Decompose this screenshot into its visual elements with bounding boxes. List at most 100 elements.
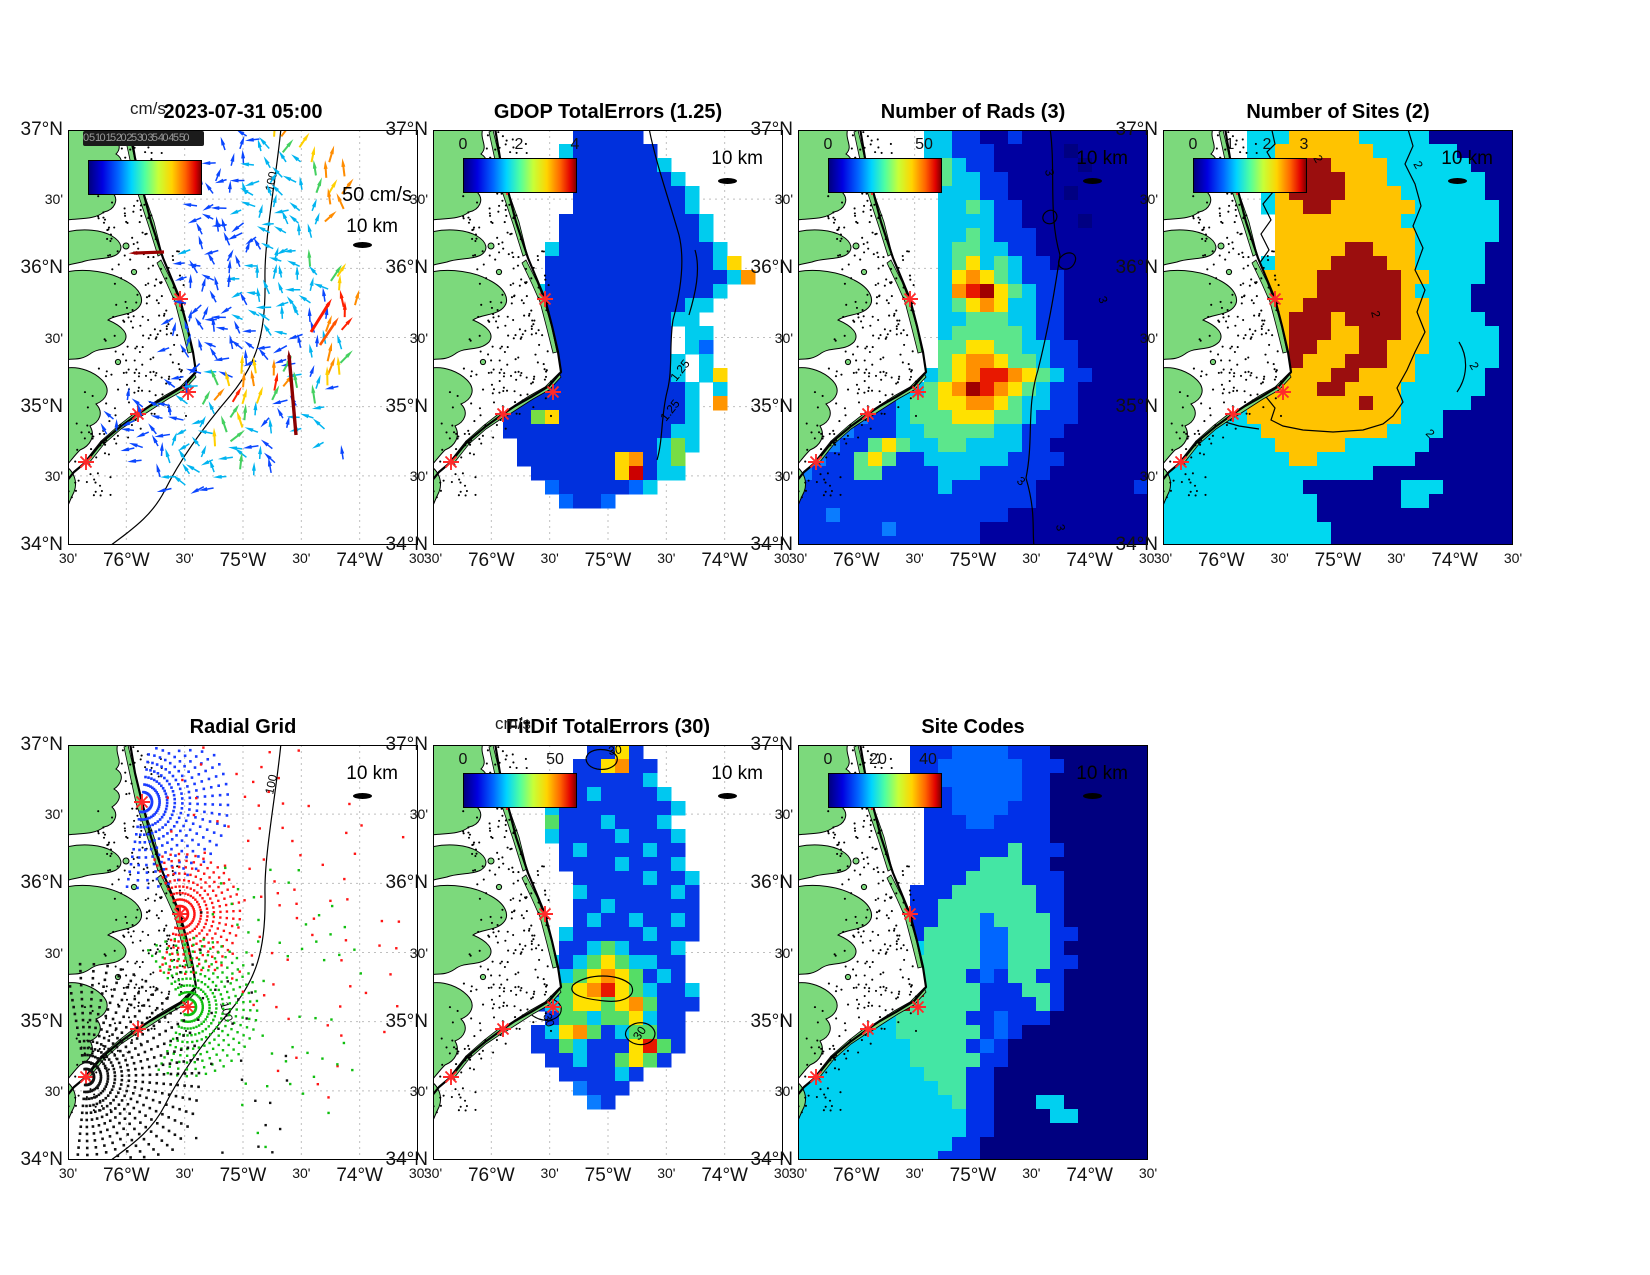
coast-speckles [798, 131, 918, 499]
colorbar [828, 773, 942, 808]
y-axis-tick: 36°N [385, 257, 428, 279]
y-axis-tick: 30' [44, 1082, 63, 1099]
y-axis-tick: 35°N [750, 1010, 793, 1032]
contour-label: 30 [607, 745, 622, 758]
panel-title: FitDif TotalErrors (30) [505, 716, 711, 738]
y-axis-tick: 34°N [750, 534, 793, 555]
scale-bar [718, 793, 737, 799]
scale-bar [718, 178, 737, 184]
map-site-codes [798, 745, 1148, 1160]
y-axis-tick: 37°N [750, 734, 793, 755]
colorbar-units-label: cm/s [495, 714, 531, 733]
x-axis-tick: 30' [905, 550, 924, 566]
panel-radial-grid: Radial Grid 100 100 10 km 37°N 30' 36°N 30'… [21, 716, 428, 1186]
x-axis-tick: 74°W [701, 1165, 748, 1186]
coast-speckles [433, 746, 553, 1114]
colorbar [463, 773, 577, 808]
y-axis-tick: 37°N [750, 119, 793, 140]
y-axis-tick: 34°N [1115, 534, 1158, 555]
x-axis-tick: 75°W [584, 1165, 632, 1186]
y-axis-tick: 34°N [750, 1149, 793, 1170]
y-axis-tick: 34°N [20, 1149, 63, 1170]
y-axis-tick: 30' [1139, 467, 1158, 484]
y-axis-tick: 37°N [385, 734, 428, 755]
scale-bar-label: 10 km [1441, 148, 1493, 169]
radial-grid-points [68, 746, 405, 1159]
panel-title: Site Codes [921, 716, 1025, 738]
scale-bar-label: 10 km [711, 763, 763, 784]
x-axis-tick: 30' [657, 550, 676, 566]
x-axis-tick: 30' [657, 1165, 676, 1181]
y-axis-tick: 30' [409, 806, 428, 823]
colorbar-tick: 4 [570, 136, 580, 153]
scale-bar [353, 793, 372, 799]
y-axis-tick: 30' [1139, 329, 1158, 346]
colorbar-tick: 0 [458, 751, 468, 768]
x-axis-tick: 30' [1138, 550, 1158, 566]
isobath-label: 100 [217, 1000, 236, 1023]
x-axis-tick: 74°W [701, 550, 748, 571]
panel-title: Number of Rads (3) [880, 101, 1066, 123]
x-axis-tick: 30' [788, 550, 808, 566]
x-axis-tick: 30' [175, 1165, 194, 1181]
scale-bar [1083, 178, 1102, 184]
current-vectors [100, 130, 360, 494]
x-axis-tick: 30' [1138, 1165, 1158, 1181]
y-axis-tick: 30' [44, 944, 63, 961]
y-axis-tick: 36°N [750, 257, 793, 279]
contour-label: 3 [1042, 168, 1057, 177]
y-axis-tick: 30' [409, 944, 428, 961]
x-axis-tick: 30' [773, 1165, 793, 1181]
y-axis-tick: 35°N [750, 395, 793, 417]
colorbar-tick: 1 [1225, 136, 1235, 153]
coast-speckles [433, 131, 553, 499]
y-axis-tick: 36°N [20, 257, 63, 279]
x-axis-tick: 30' [408, 550, 428, 566]
y-axis-tick: 36°N [20, 872, 63, 894]
map-fitdif: 30 30 30 [433, 745, 783, 1160]
scale-bar-label: 10 km [346, 216, 398, 237]
colorbar-tick: 0 [1188, 136, 1198, 153]
x-axis-tick: 30' [423, 550, 443, 566]
colorbar-tick: 0 [823, 136, 833, 153]
panel-number-of-rads: Number of Rads (3) 3 3 3 3 0 50 10 km 37… [751, 101, 1158, 571]
x-axis-tick: 30' [292, 550, 311, 566]
x-axis-tick: 30' [58, 550, 78, 566]
y-axis-tick: 30' [774, 329, 793, 346]
x-axis-tick: 75°W [219, 550, 267, 571]
y-axis-tick: 30' [774, 191, 793, 208]
scale-bar-label: 10 km [346, 763, 398, 784]
site-codes-heatmap [798, 745, 1148, 1160]
colorbar-tick: 50 [915, 136, 933, 153]
x-axis-tick: 75°W [949, 550, 997, 571]
x-axis-tick: 75°W [949, 1165, 997, 1186]
x-axis-tick: 76°W [102, 550, 150, 571]
y-axis-tick: 36°N [750, 872, 793, 894]
x-axis-tick: 74°W [336, 1165, 383, 1186]
panel-title: GDOP TotalErrors (1.25) [493, 101, 723, 123]
reference-vector-label: 50 cm/s [341, 184, 412, 206]
colorbar-tick: 3 [1299, 136, 1309, 153]
colorbar [1193, 158, 1307, 193]
x-axis-tick: 30' [1022, 550, 1041, 566]
y-axis-tick: 30' [409, 1082, 428, 1099]
contour-label: 30 [540, 1012, 558, 1029]
rads-heatmap [798, 130, 1148, 545]
y-axis-tick: 30' [44, 806, 63, 823]
y-axis-tick: 37°N [1115, 119, 1158, 140]
map-surface-currents: 100 [68, 130, 418, 545]
x-axis-tick: 30' [292, 1165, 311, 1181]
y-axis-tick: 30' [774, 467, 793, 484]
panel-gdop: GDOP TotalErrors (1.25) 1.25 1.25 0 2 4 … [386, 101, 793, 571]
x-axis-tick: 30' [1153, 550, 1173, 566]
contour-label: 3 [1053, 523, 1068, 532]
y-axis-tick: 35°N [20, 395, 63, 417]
map-gdop: 1.25 1.25 [433, 130, 783, 545]
y-axis-tick: 36°N [1115, 257, 1158, 279]
x-axis-tick: 30' [905, 1165, 924, 1181]
colorbar-tick: 0 [458, 136, 468, 153]
x-axis-tick: 30' [1022, 1165, 1041, 1181]
y-axis-tick: 37°N [20, 119, 63, 140]
x-axis-tick: 74°W [1066, 550, 1113, 571]
x-axis-tick: 30' [1503, 550, 1523, 566]
